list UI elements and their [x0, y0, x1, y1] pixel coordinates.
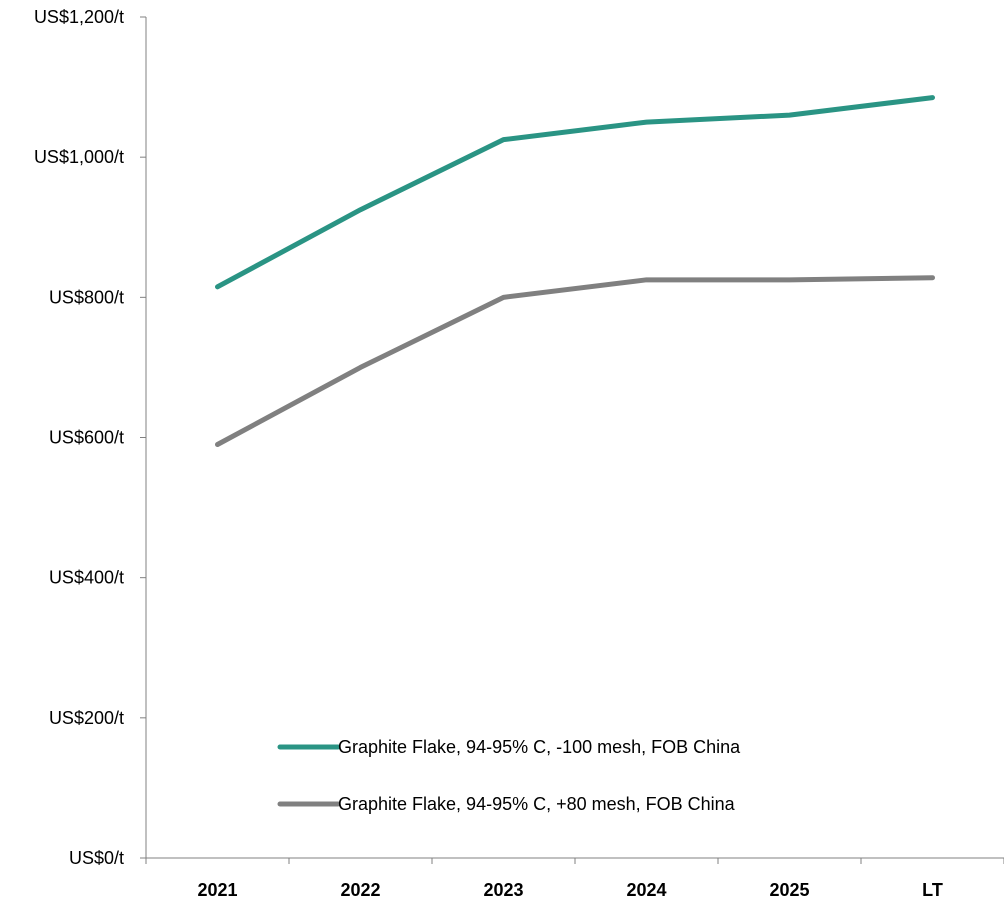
legend-label-1: Graphite Flake, 94-95% C, -100 mesh, FOB…: [338, 737, 741, 757]
x-tick-label: 2021: [197, 880, 237, 900]
y-axis-ticks: US$0/t US$200/t US$400/t US$600/t US$800/t US…: [34, 7, 146, 868]
x-tick-label: 2025: [769, 880, 809, 900]
y-tick-label: US$800/t: [49, 287, 124, 307]
series-line-1: [215, 95, 935, 290]
series-layer: [215, 95, 935, 448]
y-tick-label: US$600/t: [49, 428, 124, 448]
y-tick-label: US$1,000/t: [34, 147, 124, 167]
x-tick-label: LT: [922, 880, 943, 900]
legend: Graphite Flake, 94-95% C, -100 mesh, FOB…: [277, 737, 741, 814]
y-tick-label: US$400/t: [49, 568, 124, 588]
y-tick-label: US$200/t: [49, 708, 124, 728]
y-tick-label: US$0/t: [69, 848, 124, 868]
legend-label-2: Graphite Flake, 94-95% C, +80 mesh, FOB …: [338, 794, 736, 814]
x-tick-label: 2022: [340, 880, 380, 900]
y-tick-label: US$1,200/t: [34, 7, 124, 27]
x-tick-label: 2023: [483, 880, 523, 900]
x-axis-ticks: 2021 2022 2023 2024 2025 LT: [145, 858, 1004, 900]
x-tick-label: 2024: [626, 880, 666, 900]
series-line-2: [215, 275, 935, 448]
